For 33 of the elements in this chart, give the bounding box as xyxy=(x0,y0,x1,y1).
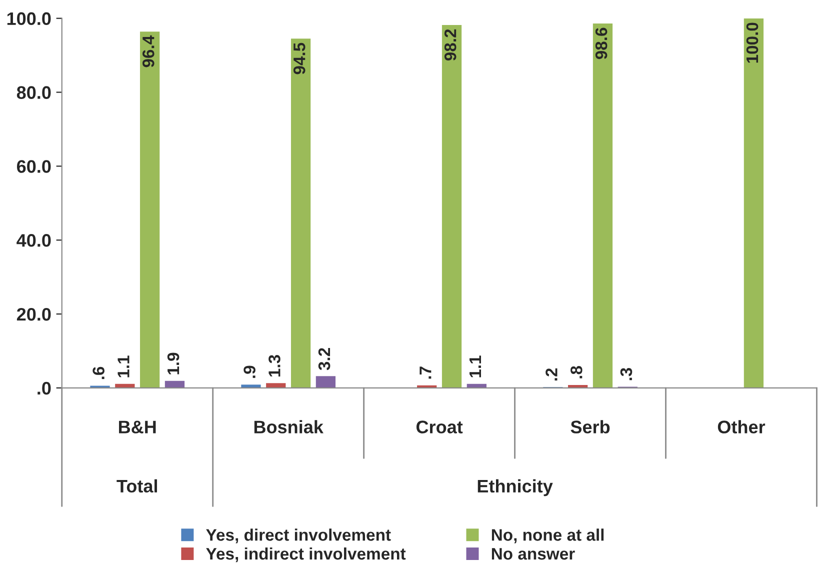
data-label: 98.2 xyxy=(444,29,456,61)
y-tick-label: 20.0 xyxy=(16,308,51,321)
data-label: .8 xyxy=(570,366,582,378)
x-tick-label: Bosniak xyxy=(254,420,324,434)
data-label: .2 xyxy=(546,368,558,381)
legend-label: No, none at all xyxy=(492,528,604,544)
x-tick-label: Croat xyxy=(416,420,463,434)
data-label: .3 xyxy=(620,368,632,380)
data-label: 1.3 xyxy=(268,355,280,377)
legend-label: Yes, indirect involvement xyxy=(206,547,406,562)
data-label: .6 xyxy=(92,366,104,380)
data-label: 1.9 xyxy=(167,352,180,374)
y-tick-label: 40.0 xyxy=(16,234,51,247)
data-label: 96.4 xyxy=(142,35,154,68)
data-label: 100.0 xyxy=(746,22,758,63)
data-label: 3.2 xyxy=(318,348,330,370)
y-tick-label: 80.0 xyxy=(16,86,51,99)
data-label: .7 xyxy=(420,366,432,379)
text: Total xyxy=(116,479,157,493)
y-tick-label: 100.0 xyxy=(7,12,51,26)
data-label: .9 xyxy=(244,366,256,378)
legend-label: No answer xyxy=(492,548,575,560)
data-label: 1.1 xyxy=(118,356,130,378)
x-tick-label: Other xyxy=(718,420,766,434)
data-label: 1.1 xyxy=(470,356,481,378)
text: Ethnicity xyxy=(478,479,553,496)
data-label: 94.5 xyxy=(293,42,306,74)
legend-label: Yes, direct involvement xyxy=(206,528,391,544)
y-tick-label: .0 xyxy=(38,382,51,395)
x-tick-label: B&H xyxy=(119,420,156,434)
x-tick-label: Serb xyxy=(570,420,610,434)
y-tick-label: 60.0 xyxy=(16,160,51,173)
data-label: 98.6 xyxy=(595,28,608,60)
